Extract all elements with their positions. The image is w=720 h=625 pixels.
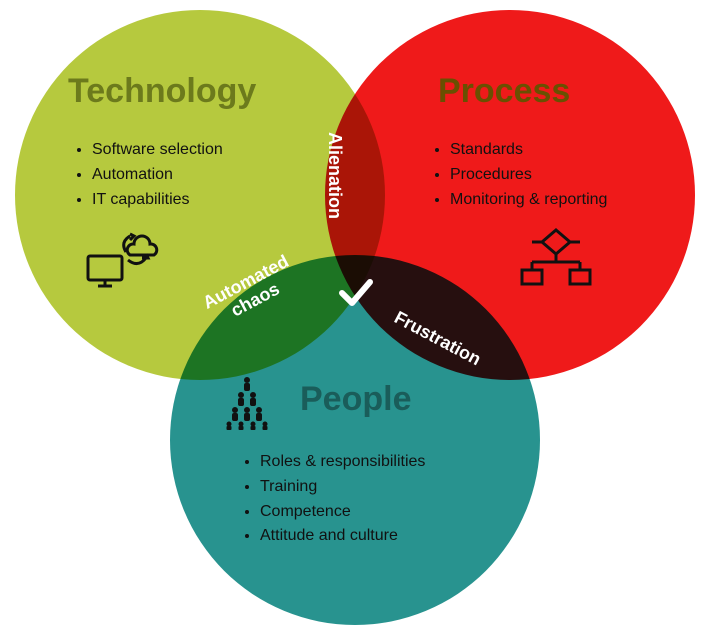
list-item: Competence <box>260 500 425 525</box>
list-item: Procedures <box>450 163 607 188</box>
list-item: Training <box>260 475 425 500</box>
checkmark-icon <box>336 272 376 317</box>
title-process: Process <box>438 72 570 111</box>
title-technology: Technology <box>68 72 256 111</box>
venn-diagram: Technology Process People Software selec… <box>0 0 720 620</box>
list-item: Software selection <box>92 138 223 163</box>
title-people: People <box>300 380 411 419</box>
list-item: Automation <box>92 163 223 188</box>
list-item: Standards <box>450 138 607 163</box>
cloud-sync-monitor-icon <box>84 230 164 297</box>
list-item: IT capabilities <box>92 188 223 213</box>
items-people: Roles & responsibilities Training Compet… <box>238 450 425 549</box>
people-pyramid-icon <box>216 374 278 435</box>
list-item: Monitoring & reporting <box>450 188 607 213</box>
flowchart-icon <box>520 226 592 299</box>
overlap-alienation: Alienation <box>324 132 344 219</box>
items-technology: Software selection Automation IT capabil… <box>70 138 223 212</box>
items-process: Standards Procedures Monitoring & report… <box>428 138 607 212</box>
list-item: Attitude and culture <box>260 524 425 549</box>
list-item: Roles & responsibilities <box>260 450 425 475</box>
